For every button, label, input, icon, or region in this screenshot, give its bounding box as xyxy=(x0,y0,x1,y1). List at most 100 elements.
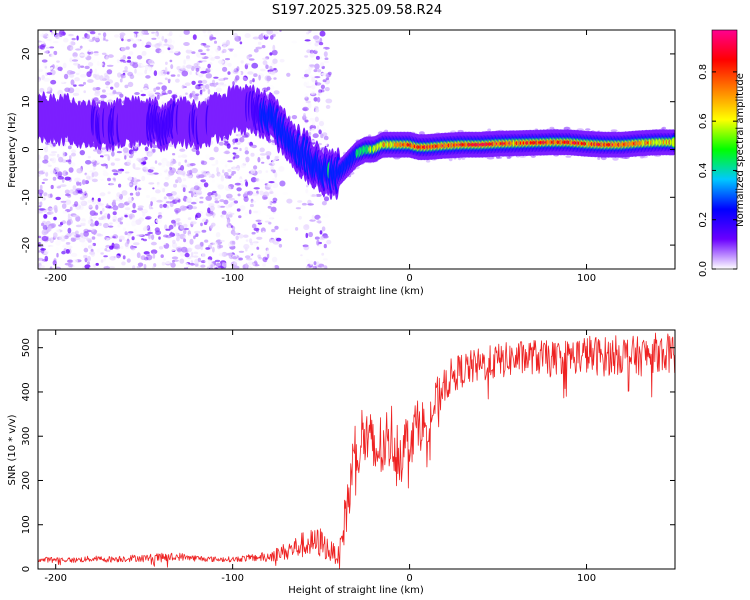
spectrogram-noise-cell xyxy=(84,52,88,58)
spectrogram-noise-cell xyxy=(250,145,256,148)
spectrogram-noise-cell xyxy=(49,266,53,269)
spectrogram-noise-cell xyxy=(258,74,261,81)
spectrogram-noise-cell xyxy=(130,245,135,250)
spectrogram-noise-cell xyxy=(117,72,122,78)
spectrogram-noise-cell xyxy=(306,184,309,188)
y-tick-label: 100 xyxy=(21,515,32,534)
spectrogram-noise-cell xyxy=(314,42,319,47)
spectrogram-noise-cell xyxy=(104,54,109,60)
spectrogram-noise-cell xyxy=(127,81,134,88)
colorbar-tick-label: 0.2 xyxy=(698,212,709,228)
spectrogram-noise-cell xyxy=(131,33,137,39)
spectrogram-noise-cell xyxy=(88,62,94,67)
spectrogram-noise-cell xyxy=(43,209,47,213)
spectrogram-noise-cell xyxy=(41,198,45,201)
spectrogram-noise-cell xyxy=(176,218,181,222)
spectrogram-noise-cell xyxy=(157,82,163,85)
spectrogram-noise-cell xyxy=(66,70,74,75)
spectrogram-noise-cell xyxy=(314,63,320,70)
spectrogram-noise-cell xyxy=(227,71,231,75)
spectrogram-noise-cell xyxy=(72,238,76,241)
spectrogram-noise-cell xyxy=(163,258,166,261)
spectrogram-noise-cell xyxy=(217,204,221,209)
spectrogram-noise-cell xyxy=(133,228,137,234)
spectrogram-ridge-cell xyxy=(671,138,675,147)
spectrogram-noise-cell xyxy=(223,199,229,205)
spectrogram-noise-cell xyxy=(168,224,174,230)
spectrogram-noise-cell xyxy=(218,78,224,83)
spectrogram-noise-cell xyxy=(57,89,64,96)
spectrogram-noise-cell xyxy=(210,173,215,179)
spectrogram-noise-cell xyxy=(314,48,320,52)
spectrogram-noise-cell xyxy=(97,159,100,164)
spectrogram-noise-cell xyxy=(77,190,83,194)
spectrogram-noise-cell xyxy=(129,74,135,80)
spectrogram-noise-cell xyxy=(259,31,265,34)
spectrogram-noise-cell xyxy=(47,86,53,93)
spectrogram-noise-cell xyxy=(186,197,192,203)
spectrogram-noise-cell xyxy=(170,262,176,268)
spectrogram-noise-cell xyxy=(180,246,188,253)
spectrogram-noise-cell xyxy=(214,259,221,263)
spectrogram-noise-cell xyxy=(141,30,149,35)
spectrogram-noise-cell xyxy=(189,54,196,59)
spectrogram-noise-cell xyxy=(160,167,167,171)
x-tick-label: -100 xyxy=(221,273,244,284)
spectrogram-noise-cell xyxy=(85,173,90,177)
spectrogram-noise-cell xyxy=(226,219,230,226)
x-tick-label: 0 xyxy=(406,273,412,284)
spectrogram-noise-cell xyxy=(186,170,193,175)
spectrogram-noise-cell xyxy=(66,245,73,249)
spectrogram-noise-cell xyxy=(233,200,238,204)
spectrogram-noise-cell xyxy=(211,163,216,167)
spectrogram-noise-cell xyxy=(262,256,269,263)
spectrogram-noise-cell xyxy=(86,51,94,55)
spectrogram-noise-cell xyxy=(232,138,238,144)
spectrogram-noise-cell xyxy=(268,221,272,225)
spectrogram-noise-cell xyxy=(258,257,263,260)
spectrogram-noise-cell xyxy=(315,55,320,60)
spectrogram-noise-cell xyxy=(321,72,327,76)
spectrogram-noise-cell xyxy=(311,59,316,63)
spectrogram-noise-cell xyxy=(79,200,85,204)
spectrogram-noise-cell xyxy=(173,259,179,262)
spectrogram-noise-cell xyxy=(185,241,189,245)
spectrogram-noise-cell xyxy=(126,240,130,245)
spectrogram-noise-cell xyxy=(174,149,179,153)
spectrogram-noise-cell xyxy=(321,226,326,232)
spectrogram-noise-cell xyxy=(206,213,213,217)
spectrogram-noise-cell xyxy=(50,169,56,175)
spectrogram-noise-cell xyxy=(122,55,127,60)
spectrogram-noise-cell xyxy=(266,259,270,265)
spectrogram-noise-cell xyxy=(228,184,235,190)
spectrogram-noise-cell xyxy=(190,221,197,225)
spectrogram-noise-cell xyxy=(246,173,253,178)
spectrogram-noise-cell xyxy=(205,154,211,160)
spectrogram-noise-cell xyxy=(182,172,186,177)
spectrogram-noise-cell xyxy=(75,215,81,222)
spectrogram-noise-cell xyxy=(597,156,601,160)
spectrogram-noise-cell xyxy=(141,223,146,227)
spectrogram-noise-cell xyxy=(51,53,55,58)
spectrogram-noise-cell xyxy=(105,39,109,42)
spectrogram-noise-cell xyxy=(222,169,225,174)
spectrogram-noise-cell xyxy=(136,72,143,76)
spectrogram-noise-cell xyxy=(157,251,162,255)
spectrogram-noise-cell xyxy=(102,38,106,41)
spectrogram-noise-cell xyxy=(247,71,254,75)
spectrogram-noise-cell xyxy=(302,244,309,248)
spectrogram-noise-cell xyxy=(194,182,199,187)
spectrogram-noise-cell xyxy=(87,38,93,42)
spectrogram-noise-cell xyxy=(170,74,176,77)
spectrogram-noise-cell xyxy=(167,47,171,51)
spectrogram-noise-cell xyxy=(207,88,211,95)
spectrogram-noise-cell xyxy=(156,184,160,188)
spectrogram-noise-cell xyxy=(174,33,179,39)
spectrogram-noise-cell xyxy=(50,193,53,198)
spectrogram-noise-cell xyxy=(144,146,149,152)
spectrogram-noise-cell xyxy=(38,68,43,73)
spectrogram-noise-cell xyxy=(94,53,99,56)
x-tick-label: -200 xyxy=(44,573,67,584)
spectrogram-noise-cell xyxy=(158,70,165,77)
spectrogram-noise-cell xyxy=(256,236,263,240)
